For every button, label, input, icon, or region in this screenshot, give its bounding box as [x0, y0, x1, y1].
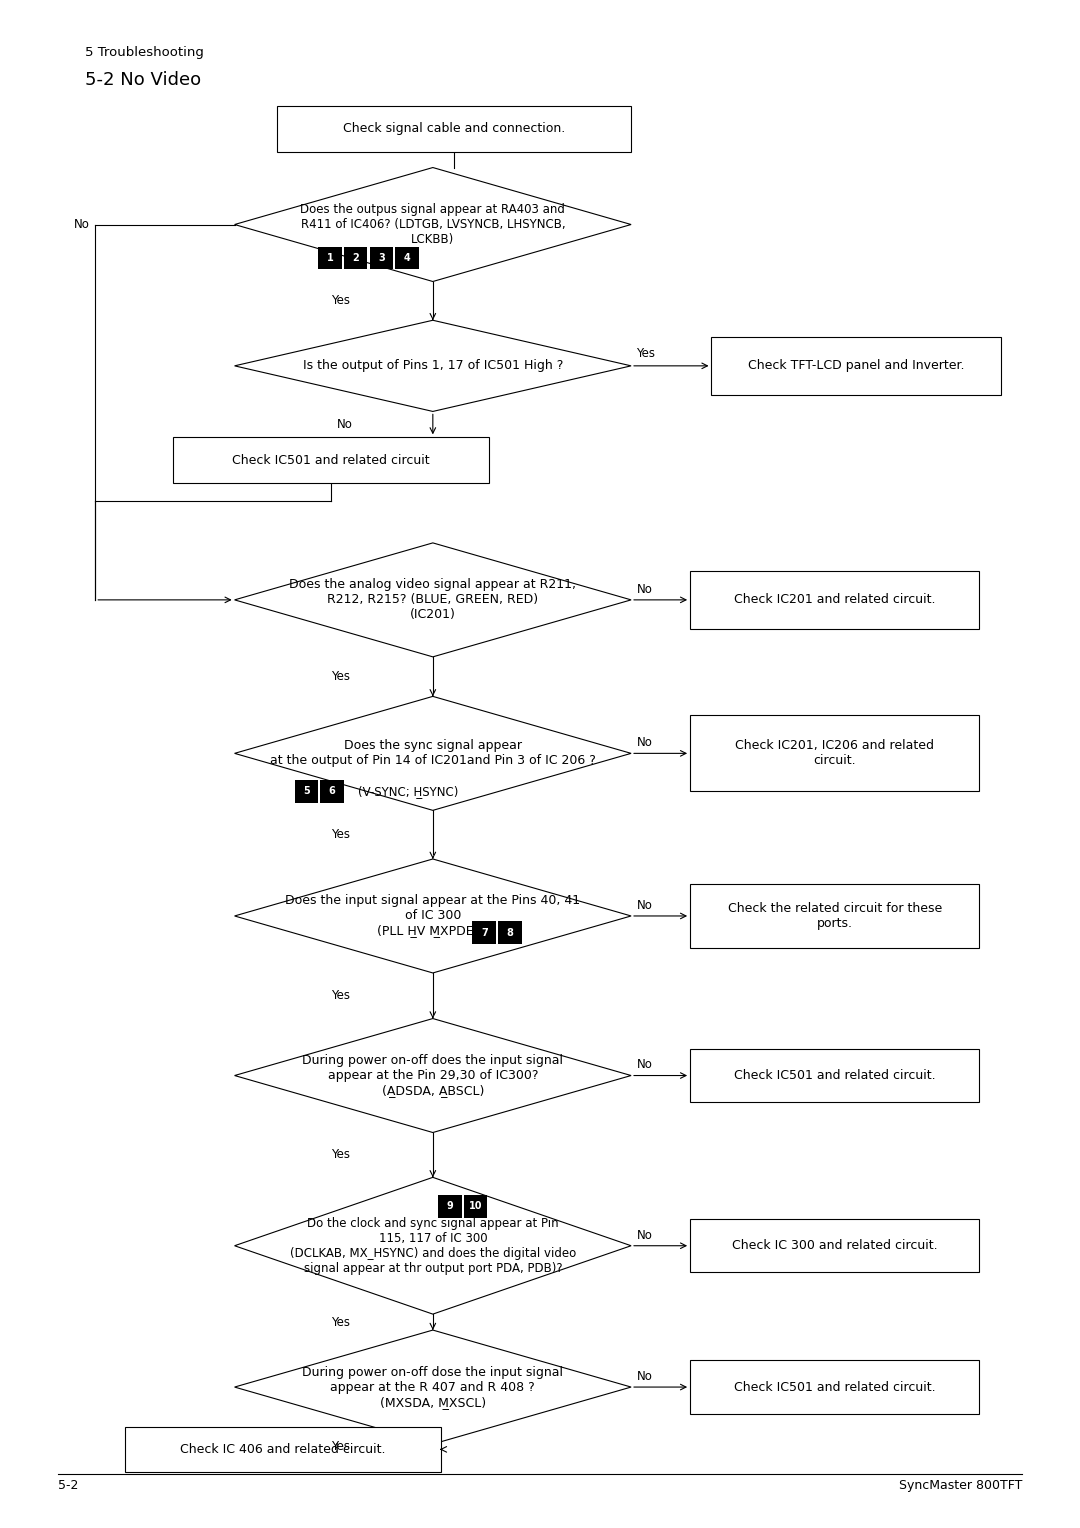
Text: 4: 4 [404, 254, 410, 263]
Text: Does the input signal appear at the Pins 40, 41
of IC 300
(PLL H̲V M̲XPDEN): Does the input signal appear at the Pins… [285, 894, 580, 938]
FancyBboxPatch shape [395, 246, 419, 269]
Text: Does the sync signal appear
at the output of Pin 14 of IC201and Pin 3 of IC 206 : Does the sync signal appear at the outpu… [270, 740, 596, 767]
Text: Check signal cable and connection.: Check signal cable and connection. [343, 122, 566, 136]
Text: Do the clock and sync signal appear at Pin
115, 117 of IC 300
(DCLKAB, MX_HSYNC): Do the clock and sync signal appear at P… [289, 1216, 576, 1274]
Text: (V-SYNC; H̲SYNC): (V-SYNC; H̲SYNC) [357, 785, 458, 798]
Text: 5-2: 5-2 [57, 1479, 78, 1493]
Text: Does the outpus signal appear at RA403 and
R411 of IC406? (LDTGB, LVSYNCB, LHSYN: Does the outpus signal appear at RA403 a… [300, 203, 565, 246]
Text: Check IC501 and related circuit.: Check IC501 and related circuit. [734, 1381, 935, 1394]
FancyBboxPatch shape [278, 105, 631, 151]
FancyBboxPatch shape [690, 715, 980, 792]
Text: Yes: Yes [636, 347, 656, 361]
FancyBboxPatch shape [369, 246, 393, 269]
Text: No: No [636, 1371, 652, 1383]
FancyBboxPatch shape [321, 779, 343, 802]
FancyBboxPatch shape [319, 246, 341, 269]
FancyBboxPatch shape [472, 921, 496, 944]
FancyBboxPatch shape [124, 1427, 441, 1471]
FancyBboxPatch shape [690, 571, 980, 628]
Text: Yes: Yes [332, 1316, 350, 1329]
Polygon shape [234, 1019, 631, 1132]
FancyBboxPatch shape [690, 1360, 980, 1413]
Text: 3: 3 [378, 254, 384, 263]
Text: Yes: Yes [332, 989, 350, 1002]
Text: No: No [636, 736, 652, 749]
Text: Yes: Yes [332, 295, 350, 307]
Text: No: No [636, 582, 652, 596]
Text: 2: 2 [352, 254, 359, 263]
Polygon shape [234, 321, 631, 411]
Polygon shape [234, 542, 631, 657]
Text: 8: 8 [507, 927, 513, 938]
Text: 9: 9 [447, 1201, 454, 1212]
Text: SyncMaster 800TFT: SyncMaster 800TFT [899, 1479, 1023, 1493]
Text: No: No [636, 898, 652, 912]
Text: 5-2 No Video: 5-2 No Video [84, 72, 201, 89]
Text: Does the analog video signal appear at R211,
R212, R215? (BLUE, GREEN, RED)
(IC2: Does the analog video signal appear at R… [289, 579, 577, 622]
Text: Yes: Yes [332, 671, 350, 683]
Text: No: No [336, 417, 352, 431]
Text: Is the output of Pins 1, 17 of IC501 High ?: Is the output of Pins 1, 17 of IC501 Hig… [302, 359, 563, 373]
Text: Yes: Yes [332, 1441, 350, 1453]
Text: Check IC 406 and related circuit.: Check IC 406 and related circuit. [180, 1442, 386, 1456]
FancyBboxPatch shape [343, 246, 367, 269]
Text: During power on-off dose the input signal
appear at the R 407 and R 408 ?
(MXSDA: During power on-off dose the input signa… [302, 1366, 564, 1409]
Text: During power on-off does the input signal
appear at the Pin 29,30 of IC300?
(A̲D: During power on-off does the input signa… [302, 1054, 564, 1097]
Polygon shape [234, 1329, 631, 1444]
FancyBboxPatch shape [690, 885, 980, 947]
Text: Check IC201 and related circuit.: Check IC201 and related circuit. [734, 593, 935, 607]
Text: 5: 5 [303, 787, 310, 796]
Text: 7: 7 [481, 927, 488, 938]
FancyBboxPatch shape [690, 1219, 980, 1273]
Text: No: No [636, 1229, 652, 1242]
Text: Check IC201, IC206 and related
circuit.: Check IC201, IC206 and related circuit. [735, 740, 934, 767]
Text: No: No [75, 219, 90, 231]
Text: 10: 10 [469, 1201, 483, 1212]
Text: Yes: Yes [332, 828, 350, 842]
FancyBboxPatch shape [295, 779, 319, 802]
FancyBboxPatch shape [498, 921, 522, 944]
Text: 6: 6 [328, 787, 336, 796]
Text: 5 Troubleshooting: 5 Troubleshooting [84, 46, 203, 60]
Text: Yes: Yes [332, 1149, 350, 1161]
Text: Check TFT-LCD panel and Inverter.: Check TFT-LCD panel and Inverter. [747, 359, 964, 373]
Text: No: No [636, 1059, 652, 1071]
Polygon shape [234, 1178, 631, 1314]
Polygon shape [234, 168, 631, 281]
Polygon shape [234, 697, 631, 810]
Text: Check IC 300 and related circuit.: Check IC 300 and related circuit. [732, 1239, 937, 1253]
FancyBboxPatch shape [464, 1195, 487, 1218]
Text: Check IC501 and related circuit: Check IC501 and related circuit [232, 454, 430, 466]
FancyBboxPatch shape [173, 437, 489, 483]
FancyBboxPatch shape [438, 1195, 462, 1218]
FancyBboxPatch shape [712, 338, 1001, 394]
Text: Check the related circuit for these
ports.: Check the related circuit for these port… [728, 902, 942, 931]
Polygon shape [234, 859, 631, 973]
FancyBboxPatch shape [690, 1048, 980, 1102]
Text: Check IC501 and related circuit.: Check IC501 and related circuit. [734, 1070, 935, 1082]
Text: 1: 1 [326, 254, 334, 263]
